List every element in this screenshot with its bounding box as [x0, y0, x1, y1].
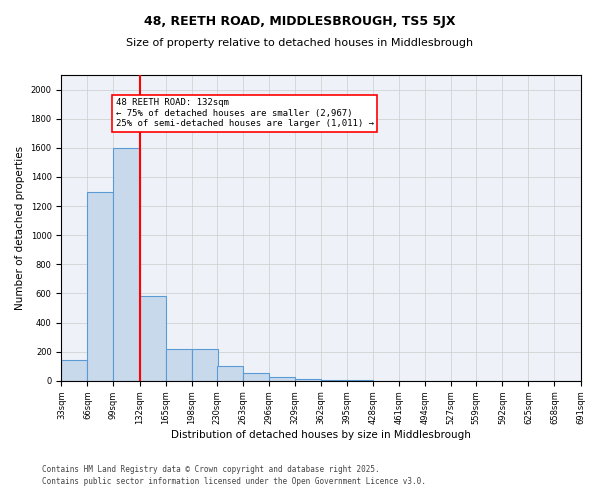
- Bar: [321, 380, 347, 381]
- Text: 48, REETH ROAD, MIDDLESBROUGH, TS5 5JX: 48, REETH ROAD, MIDDLESBROUGH, TS5 5JX: [144, 15, 456, 28]
- Bar: [61, 360, 88, 381]
- Bar: [140, 296, 166, 381]
- Text: Size of property relative to detached houses in Middlesbrough: Size of property relative to detached ho…: [127, 38, 473, 48]
- Bar: [243, 373, 269, 381]
- Y-axis label: Number of detached properties: Number of detached properties: [15, 146, 25, 310]
- Text: Contains public sector information licensed under the Open Government Licence v3: Contains public sector information licen…: [42, 477, 426, 486]
- Bar: [166, 349, 191, 381]
- Bar: [217, 366, 243, 381]
- Text: 48 REETH ROAD: 132sqm
← 75% of detached houses are smaller (2,967)
25% of semi-d: 48 REETH ROAD: 132sqm ← 75% of detached …: [116, 98, 374, 128]
- Bar: [295, 380, 321, 381]
- Bar: [88, 192, 113, 381]
- Bar: [269, 377, 295, 381]
- X-axis label: Distribution of detached houses by size in Middlesbrough: Distribution of detached houses by size …: [171, 430, 471, 440]
- Text: Contains HM Land Registry data © Crown copyright and database right 2025.: Contains HM Land Registry data © Crown c…: [42, 466, 380, 474]
- Bar: [191, 349, 218, 381]
- Bar: [113, 148, 140, 381]
